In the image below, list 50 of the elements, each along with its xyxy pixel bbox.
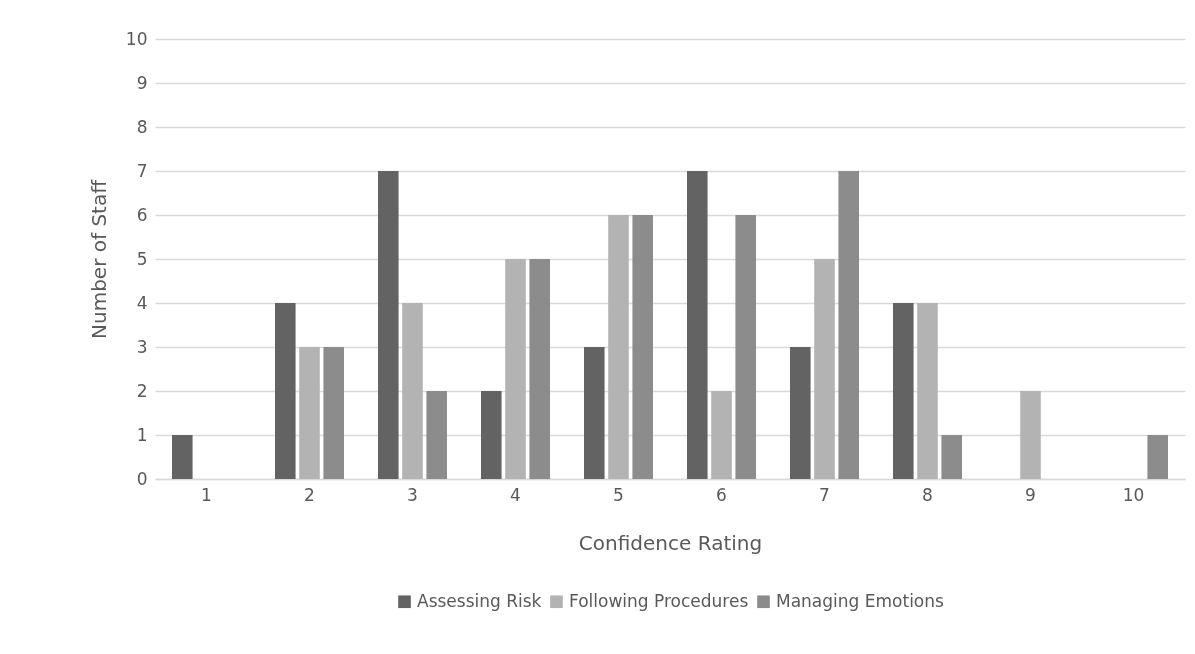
bar [323, 347, 345, 479]
bar [893, 303, 914, 479]
bar [711, 391, 732, 479]
x-tick-label: 1 [201, 484, 212, 505]
y-tick-label: 7 [136, 160, 148, 181]
y-tick-label: 6 [136, 204, 148, 225]
y-tick-label: 3 [136, 336, 148, 357]
bar [584, 347, 605, 479]
x-tick-label: 6 [716, 484, 727, 505]
legend-label: Following Procedures [569, 590, 749, 611]
legend-label: Managing Emotions [776, 590, 945, 611]
y-tick-label: 10 [125, 28, 148, 49]
bar [481, 391, 502, 479]
bar [1147, 435, 1169, 479]
y-tick-label: 4 [136, 292, 148, 313]
y-tick-label: 9 [136, 72, 148, 93]
bar [838, 171, 860, 479]
x-tick-label: 2 [304, 484, 315, 505]
x-tick-label: 10 [1122, 484, 1145, 505]
bar [687, 171, 708, 479]
bar [814, 259, 835, 479]
bar [378, 171, 399, 479]
bar [426, 391, 448, 479]
x-tick-label: 9 [1025, 484, 1036, 505]
bar [790, 347, 811, 479]
y-tick-label: 2 [136, 380, 148, 401]
y-tick-label: 0 [136, 468, 148, 489]
bar [529, 259, 551, 479]
x-tick-label: 4 [510, 484, 521, 505]
bar [505, 259, 526, 479]
bar [608, 215, 629, 479]
bar [941, 435, 963, 479]
y-tick-label: 8 [136, 116, 148, 137]
x-tick-label: 3 [407, 484, 418, 505]
bar [917, 303, 938, 479]
x-axis-title: Confidence Rating [578, 530, 763, 555]
x-tick-label: 7 [819, 484, 830, 505]
bar [402, 303, 423, 479]
y-tick-label: 1 [136, 424, 148, 445]
bar [172, 435, 193, 479]
bar [275, 303, 296, 479]
y-axis-title: Number of Staff [86, 178, 111, 339]
x-tick-label: 8 [922, 484, 933, 505]
y-tick-label: 5 [136, 248, 148, 269]
bar [632, 215, 654, 479]
legend-label: Assessing Risk [417, 590, 542, 611]
x-tick-label: 5 [613, 484, 624, 505]
bar [299, 347, 320, 479]
bar [735, 215, 757, 479]
bar [1020, 391, 1041, 479]
